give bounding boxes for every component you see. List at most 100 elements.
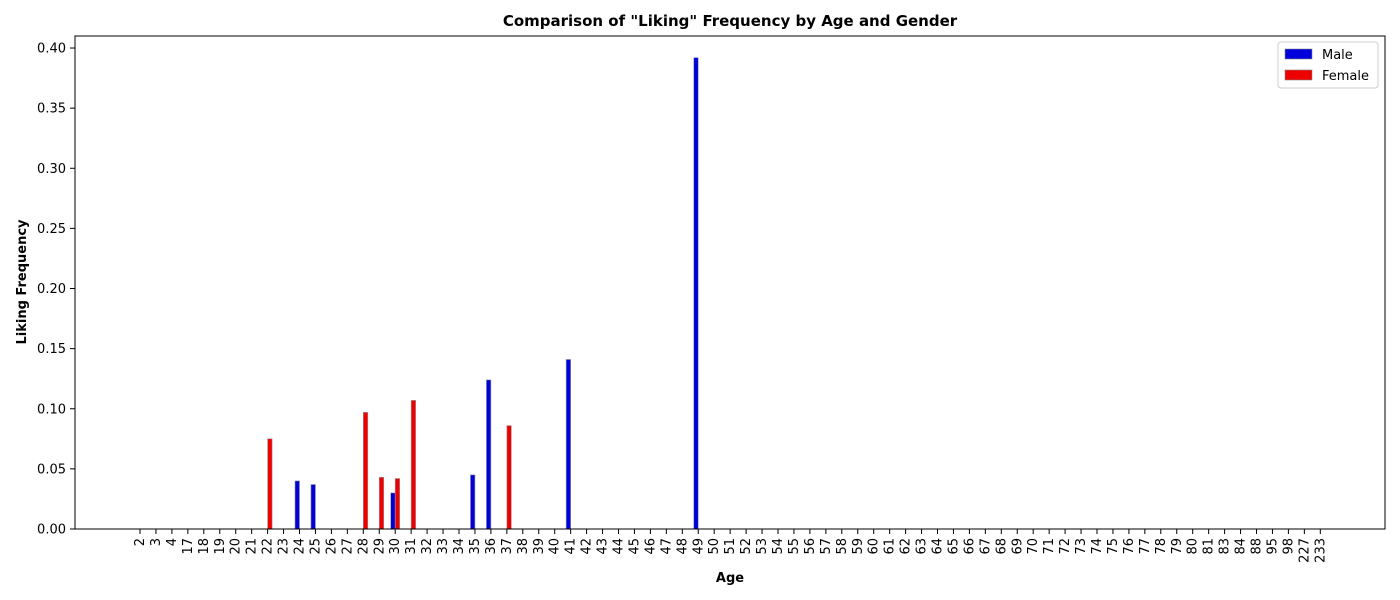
x-tick-label: 70 (1026, 538, 1041, 555)
bar-male-age-25 (311, 485, 316, 529)
x-tick-label: 53 (755, 538, 770, 555)
legend-label-female: Female (1322, 69, 1369, 84)
x-tick-label: 81 (1202, 538, 1217, 555)
x-tick-label: 22 (261, 538, 276, 555)
x-tick-label: 36 (484, 538, 499, 555)
bars-group (268, 58, 699, 529)
chart-title: Comparison of "Liking" Frequency by Age … (503, 12, 958, 30)
x-tick-label: 27 (340, 538, 355, 555)
y-tick-label: 0.35 (37, 102, 66, 117)
bar-male-age-24 (295, 481, 300, 529)
x-tick-label: 227 (1297, 538, 1312, 563)
x-tick-label: 4 (165, 538, 180, 546)
y-axis-label: Liking Frequency (15, 219, 30, 345)
x-tick-label: 71 (1042, 538, 1057, 555)
x-tick-label: 18 (197, 538, 212, 555)
x-tick-label: 20 (229, 538, 244, 555)
x-tick-label: 75 (1106, 538, 1121, 555)
x-tick-label: 21 (245, 538, 260, 555)
x-tick-label: 88 (1250, 538, 1265, 555)
x-tick-label: 61 (883, 538, 898, 555)
x-tick-label: 69 (1010, 538, 1025, 555)
x-tick-label: 43 (596, 538, 611, 555)
legend-swatch-female (1285, 70, 1312, 80)
x-tick-label: 58 (835, 538, 850, 555)
x-tick-label: 98 (1281, 538, 1296, 555)
x-tick-label: 26 (324, 538, 339, 555)
x-tick-label: 83 (1218, 538, 1233, 555)
bar-female-age-22 (268, 439, 273, 529)
x-tick-label: 54 (771, 538, 786, 555)
bar-male-age-49 (694, 58, 699, 529)
y-tick-label: 0.20 (37, 282, 66, 297)
x-tick-label: 47 (659, 538, 674, 555)
x-tick-label: 19 (213, 538, 228, 555)
x-tick-label: 23 (277, 538, 292, 555)
x-tick-label: 41 (564, 538, 579, 555)
x-tick-label: 33 (436, 538, 451, 555)
y-axis: 0.00 0.05 0.10 0.15 0.20 0.25 0.30 0.35 0.40 (37, 42, 75, 538)
x-tick-label: 29 (372, 538, 387, 555)
x-tick-label: 39 (532, 538, 547, 555)
x-tick-label: 63 (915, 538, 930, 555)
x-tick-label: 64 (931, 538, 946, 555)
x-tick-label: 55 (787, 538, 802, 555)
y-tick-label: 0.40 (37, 42, 66, 57)
x-tick-label: 80 (1186, 538, 1201, 555)
bar-male-age-35 (470, 475, 475, 529)
bar-female-age-28 (363, 412, 368, 529)
x-tick-label: 95 (1265, 538, 1280, 555)
x-tick-label: 68 (994, 538, 1009, 555)
x-tick-label: 67 (978, 538, 993, 555)
x-tick-label: 57 (819, 538, 834, 555)
x-tick-label: 62 (899, 538, 914, 555)
x-tick-label: 38 (516, 538, 531, 555)
x-tick-label: 50 (707, 538, 722, 555)
x-tick-label: 49 (691, 538, 706, 555)
x-tick-label: 34 (452, 538, 467, 555)
bar-female-age-30 (395, 479, 400, 530)
y-tick-label: 0.00 (37, 523, 66, 538)
x-tick-label: 3 (149, 538, 164, 546)
y-tick-label: 0.25 (37, 222, 66, 237)
x-tick-label: 30 (388, 538, 403, 555)
x-tick-label: 72 (1058, 538, 1073, 555)
bar-female-age-37 (507, 426, 512, 529)
x-tick-label: 84 (1234, 538, 1249, 555)
x-tick-label: 73 (1074, 538, 1089, 555)
x-tick-label: 65 (946, 538, 961, 555)
x-tick-label: 37 (500, 538, 515, 555)
legend-label-male: Male (1322, 48, 1353, 63)
y-tick-label: 0.30 (37, 162, 66, 177)
bar-male-age-36 (486, 380, 491, 529)
x-tick-label: 35 (468, 538, 483, 555)
legend: Male Female (1278, 42, 1378, 88)
x-tick-label: 2 (133, 538, 148, 546)
bar-male-age-41 (566, 359, 571, 529)
x-tick-label: 48 (675, 538, 690, 555)
x-tick-label: 59 (851, 538, 866, 555)
bar-male-age-30 (391, 493, 396, 529)
x-axis: 2 3 4 17 18 19 20 21 22 23 24 25 26 27 28 29 30 31 32 33 34 3… (133, 529, 1328, 563)
y-tick-label: 0.15 (37, 342, 66, 357)
x-tick-label: 66 (962, 538, 977, 555)
x-tick-label: 24 (293, 538, 308, 555)
x-tick-label: 25 (308, 538, 323, 555)
x-tick-label: 52 (739, 538, 754, 555)
x-tick-label: 74 (1090, 538, 1105, 555)
x-tick-label: 42 (580, 538, 595, 555)
x-tick-label: 45 (627, 538, 642, 555)
x-tick-label: 233 (1313, 538, 1328, 563)
x-tick-label: 77 (1138, 538, 1153, 555)
x-tick-label: 17 (181, 538, 196, 555)
x-tick-label: 78 (1154, 538, 1169, 555)
x-tick-label: 31 (404, 538, 419, 555)
x-tick-label: 44 (612, 538, 627, 555)
bar-female-age-31 (411, 400, 416, 529)
legend-swatch-male (1285, 49, 1312, 59)
x-tick-label: 40 (548, 538, 563, 555)
y-tick-label: 0.10 (37, 402, 66, 417)
x-tick-label: 28 (356, 538, 371, 555)
x-axis-label: Age (716, 571, 744, 586)
x-tick-label: 76 (1122, 538, 1137, 555)
